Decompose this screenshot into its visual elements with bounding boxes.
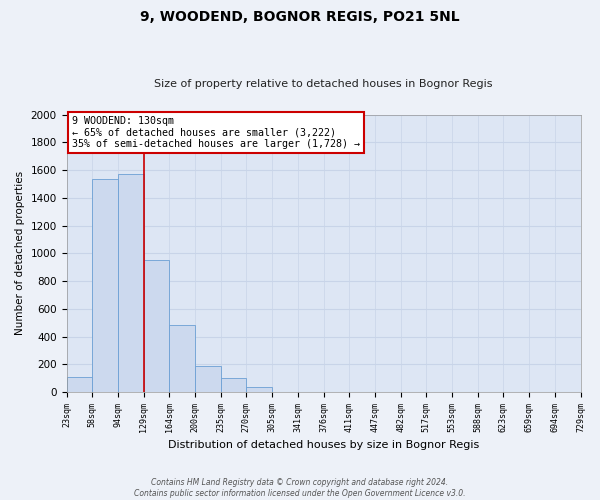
Bar <box>67 376 92 392</box>
Bar <box>118 174 143 392</box>
Bar <box>92 178 118 392</box>
Title: Size of property relative to detached houses in Bognor Regis: Size of property relative to detached ho… <box>154 79 493 89</box>
Bar <box>247 387 272 392</box>
X-axis label: Distribution of detached houses by size in Bognor Regis: Distribution of detached houses by size … <box>168 440 479 450</box>
Y-axis label: Number of detached properties: Number of detached properties <box>15 172 25 336</box>
Text: Contains HM Land Registry data © Crown copyright and database right 2024.
Contai: Contains HM Land Registry data © Crown c… <box>134 478 466 498</box>
Bar <box>143 260 169 392</box>
Bar <box>221 378 247 392</box>
Bar <box>195 366 221 392</box>
Text: 9 WOODEND: 130sqm
← 65% of detached houses are smaller (3,222)
35% of semi-detac: 9 WOODEND: 130sqm ← 65% of detached hous… <box>71 116 359 150</box>
Text: 9, WOODEND, BOGNOR REGIS, PO21 5NL: 9, WOODEND, BOGNOR REGIS, PO21 5NL <box>140 10 460 24</box>
Bar <box>169 326 195 392</box>
